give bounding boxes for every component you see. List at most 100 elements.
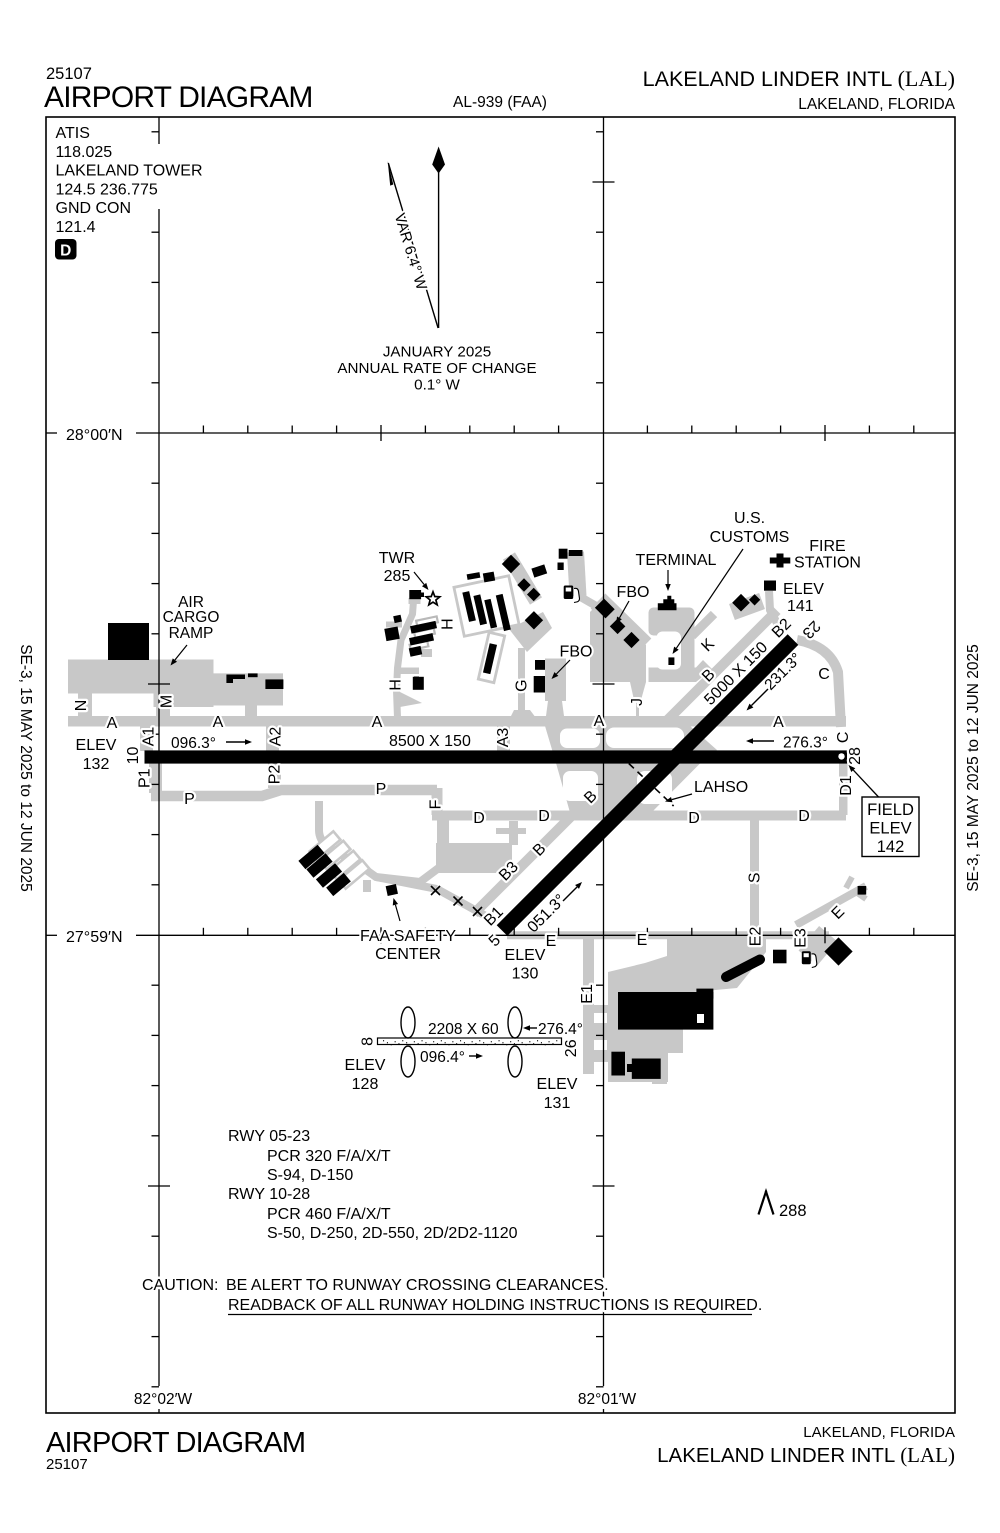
svg-text:A: A xyxy=(107,715,118,732)
svg-text:285: 285 xyxy=(384,568,411,585)
svg-text:096.4°: 096.4° xyxy=(420,1049,465,1066)
svg-text:D: D xyxy=(60,243,71,260)
svg-text:ELEV: ELEV xyxy=(345,1057,386,1074)
svg-text:CENTER: CENTER xyxy=(375,946,441,963)
svg-text:124.5 236.775: 124.5 236.775 xyxy=(56,181,158,198)
svg-text:28: 28 xyxy=(847,747,864,765)
svg-text:P: P xyxy=(376,781,387,798)
svg-text:288: 288 xyxy=(779,1202,807,1220)
svg-text:D: D xyxy=(60,243,71,260)
svg-text:LAKELAND, FLORIDA: LAKELAND, FLORIDA xyxy=(803,1424,955,1441)
svg-text:8: 8 xyxy=(360,1037,377,1046)
svg-text:A1: A1 xyxy=(141,727,158,747)
svg-text:PCR 460 F/A/X/T: PCR 460 F/A/X/T xyxy=(267,1206,391,1223)
svg-text:26: 26 xyxy=(563,1039,580,1057)
svg-text:RWY 10-28: RWY 10-28 xyxy=(228,1186,310,1203)
svg-text:STATION: STATION xyxy=(794,555,861,572)
svg-text:ELEV: ELEV xyxy=(783,581,824,598)
svg-text:PCR 320 F/A/X/T: PCR 320 F/A/X/T xyxy=(267,1148,391,1165)
svg-text:A2: A2 xyxy=(268,727,285,747)
svg-text:JANUARY 2025: JANUARY 2025 xyxy=(383,344,491,361)
svg-text:82°01′W: 82°01′W xyxy=(578,1391,637,1408)
svg-text:ATIS: ATIS xyxy=(56,125,90,142)
svg-text:128: 128 xyxy=(352,1076,379,1093)
svg-text:G: G xyxy=(514,679,531,691)
svg-text:S: S xyxy=(747,872,764,883)
svg-text:N: N xyxy=(73,700,90,712)
svg-text:AIRPORT DIAGRAM: AIRPORT DIAGRAM xyxy=(44,81,313,114)
svg-text:U.S.: U.S. xyxy=(734,510,765,527)
svg-text:10: 10 xyxy=(125,747,142,765)
svg-text:ANNUAL RATE OF CHANGE: ANNUAL RATE OF CHANGE xyxy=(337,360,536,377)
svg-text:A: A xyxy=(594,713,605,730)
svg-text:FBO: FBO xyxy=(617,584,650,601)
svg-text:121.4: 121.4 xyxy=(56,219,96,236)
svg-text:ELEV: ELEV xyxy=(76,737,117,754)
svg-text:D1: D1 xyxy=(838,775,855,796)
svg-text:ELEV: ELEV xyxy=(537,1076,578,1093)
svg-text:ELEV: ELEV xyxy=(869,820,911,838)
svg-text:A3: A3 xyxy=(495,728,512,748)
svg-text:H: H xyxy=(440,618,457,630)
svg-text:E: E xyxy=(637,932,648,949)
svg-text:M: M xyxy=(159,695,176,708)
svg-text:H: H xyxy=(388,679,405,691)
svg-text:FIRE: FIRE xyxy=(809,538,845,555)
svg-text:TERMINAL: TERMINAL xyxy=(636,552,717,569)
svg-text:SE-3, 15 MAY 2025 to 12 JUN: SE-3, 15 MAY 2025 to 12 JUN 2025 xyxy=(965,644,982,892)
svg-text:D: D xyxy=(688,810,700,827)
svg-text:P: P xyxy=(184,791,195,808)
svg-text:S-50, D-250, 2D-550, 2D/2D2-11: S-50, D-250, 2D-550, 2D/2D2-1120 xyxy=(267,1225,518,1242)
svg-text:LAKELAND, FLORIDA: LAKELAND, FLORIDA xyxy=(798,96,955,113)
svg-text:LAHSO: LAHSO xyxy=(694,779,748,796)
svg-text:A: A xyxy=(372,714,383,731)
svg-text:AIR: AIR xyxy=(178,594,204,611)
svg-text:CAUTION:: CAUTION: xyxy=(142,1277,218,1294)
svg-text:AL-939 (FAA): AL-939 (FAA) xyxy=(453,94,547,111)
svg-text:CARGO: CARGO xyxy=(163,609,220,626)
svg-text:FAA SAFETY: FAA SAFETY xyxy=(360,928,456,945)
svg-text:RWY 05-23: RWY 05-23 xyxy=(228,1128,310,1145)
svg-text:E3: E3 xyxy=(792,928,809,948)
svg-text:E: E xyxy=(546,933,557,950)
svg-text:SE-3, 15 MAY 2025 to 12 JUN: SE-3, 15 MAY 2025 to 12 JUN 2025 xyxy=(17,644,34,892)
svg-text:LAKELAND TOWER: LAKELAND TOWER xyxy=(56,163,203,180)
svg-text:118.025: 118.025 xyxy=(56,144,113,161)
svg-text:LAKELAND LINDER INTL (LAL): LAKELAND LINDER INTL (LAL) xyxy=(643,66,955,91)
svg-text:S-94, D-150: S-94, D-150 xyxy=(267,1167,353,1184)
svg-text:J: J xyxy=(629,698,646,706)
svg-text:132: 132 xyxy=(83,756,110,773)
svg-text:LAKELAND LINDER INTL (LAL): LAKELAND LINDER INTL (LAL) xyxy=(657,1443,955,1467)
svg-text:ELEV: ELEV xyxy=(505,947,546,964)
svg-text:131: 131 xyxy=(544,1095,571,1112)
svg-text:142: 142 xyxy=(877,838,905,856)
svg-text:A: A xyxy=(773,714,784,731)
svg-text:E1: E1 xyxy=(579,984,596,1004)
svg-text:BE ALERT TO RUNWAY CROSSING CL: BE ALERT TO RUNWAY CROSSING CLEARANCES. xyxy=(226,1277,609,1294)
svg-text:CUSTOMS: CUSTOMS xyxy=(710,529,790,546)
svg-text:D: D xyxy=(798,808,810,825)
svg-text:28°00′N: 28°00′N xyxy=(66,427,123,444)
svg-text:C: C xyxy=(818,666,830,683)
svg-text:276.3°: 276.3° xyxy=(783,735,828,752)
svg-text:E2: E2 xyxy=(748,927,765,947)
svg-text:FBO: FBO xyxy=(560,644,593,661)
svg-text:P2: P2 xyxy=(267,765,284,785)
svg-text:8500 X 150: 8500 X 150 xyxy=(389,733,471,750)
svg-text:READBACK OF ALL RUNWAY HOLDING: READBACK OF ALL RUNWAY HOLDING INSTRUCTI… xyxy=(228,1297,762,1314)
svg-text:RAMP: RAMP xyxy=(169,625,214,642)
svg-text:P1: P1 xyxy=(136,768,153,788)
svg-text:0.1° W: 0.1° W xyxy=(414,377,460,394)
svg-text:TWR: TWR xyxy=(379,550,415,567)
svg-text:AIRPORT DIAGRAM: AIRPORT DIAGRAM xyxy=(46,1427,305,1459)
svg-text:130: 130 xyxy=(512,966,539,983)
svg-text:GND CON: GND CON xyxy=(56,200,132,217)
svg-text:2208 X 60: 2208 X 60 xyxy=(428,1021,499,1038)
svg-text:141: 141 xyxy=(787,598,814,615)
svg-text:27°59′N: 27°59′N xyxy=(66,929,123,946)
svg-text:A: A xyxy=(213,714,224,731)
svg-text:82°02′W: 82°02′W xyxy=(134,1391,193,1408)
svg-text:096.3°: 096.3° xyxy=(171,735,216,752)
svg-text:25107: 25107 xyxy=(46,1456,88,1473)
svg-text:C: C xyxy=(835,732,852,744)
